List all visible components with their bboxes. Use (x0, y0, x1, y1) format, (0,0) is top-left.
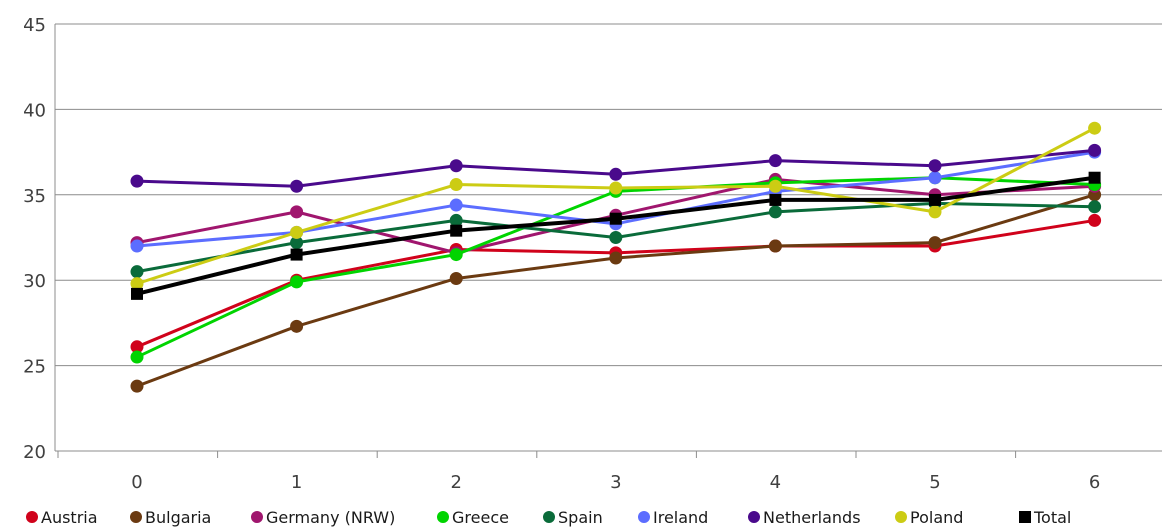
x-tick-label: 2 (450, 472, 461, 493)
data-point (130, 174, 144, 188)
legend-marker (251, 511, 263, 523)
legend-marker (130, 511, 142, 523)
data-point (1088, 200, 1102, 214)
axes (54, 24, 1017, 458)
series-netherlands (130, 143, 1102, 193)
data-point (1088, 121, 1102, 135)
legend-label: Austria (41, 508, 98, 527)
data-point (768, 205, 782, 219)
series-poland (130, 121, 1102, 291)
data-point (609, 167, 623, 181)
legend-marker (26, 511, 38, 523)
data-point (449, 213, 463, 227)
series-bulgaria (130, 188, 1102, 393)
data-point (130, 265, 144, 279)
gridlines (55, 23, 1162, 452)
data-point (290, 275, 304, 289)
data-point (450, 224, 463, 237)
data-point (290, 225, 304, 239)
x-tick-label: 3 (610, 472, 621, 493)
legend-label: Ireland (653, 508, 708, 527)
data-point (928, 171, 942, 185)
data-point (449, 248, 463, 262)
data-point (290, 248, 303, 261)
data-point (290, 205, 304, 219)
data-point (609, 231, 623, 244)
x-tick-label: 0 (131, 472, 142, 493)
data-point (609, 181, 623, 195)
data-point (130, 350, 144, 364)
y-tick-label: 45 (23, 15, 46, 36)
legend-marker (638, 511, 650, 523)
data-point (928, 205, 942, 219)
legend-item: Total (1019, 508, 1071, 527)
legend-item: Greece (437, 508, 509, 527)
legend-item: Austria (26, 508, 98, 527)
x-tick-label: 5 (929, 472, 940, 493)
legend-marker (437, 511, 449, 523)
legend-item: Bulgaria (130, 508, 211, 527)
data-point (768, 154, 782, 168)
data-point (290, 319, 304, 333)
data-point (449, 198, 463, 212)
data-point (130, 239, 144, 253)
data-point (609, 251, 623, 265)
data-point (928, 159, 942, 173)
legend-label: Bulgaria (145, 508, 211, 527)
legend-label: Greece (452, 508, 509, 527)
legend-label: Netherlands (763, 508, 861, 527)
legend-label: Total (1033, 508, 1071, 527)
legend-label: Germany (NRW) (266, 508, 395, 527)
legend-marker (895, 511, 907, 523)
y-tick-label: 40 (23, 100, 46, 121)
x-tick-label: 6 (1089, 472, 1100, 493)
data-point (1088, 171, 1101, 184)
legend-item: Netherlands (748, 508, 861, 527)
x-tick-label: 1 (291, 472, 302, 493)
legend-marker (1019, 511, 1031, 523)
data-point (768, 179, 782, 193)
y-tick-labels: 20 25 30 35 40 45 (23, 15, 46, 463)
legend-marker (748, 511, 760, 523)
legend-item: Spain (543, 508, 603, 527)
legend-item: Germany (NRW) (251, 508, 395, 527)
legend-marker (543, 511, 555, 523)
series-group (130, 121, 1102, 393)
data-point (609, 212, 622, 225)
data-point (290, 236, 304, 250)
y-tick-label: 20 (23, 442, 46, 463)
data-point (1088, 213, 1102, 227)
data-point (449, 159, 463, 173)
data-point (130, 379, 144, 393)
data-point (929, 193, 941, 206)
data-point (768, 239, 782, 253)
legend-item: Poland (895, 508, 963, 527)
x-tick-labels: 0 1 2 3 4 5 6 (131, 472, 1100, 493)
legend-label: Spain (558, 508, 603, 527)
data-point (1088, 143, 1102, 157)
data-point (928, 236, 942, 250)
x-tick-label: 4 (770, 472, 781, 493)
y-tick-label: 35 (23, 186, 46, 207)
data-point (449, 178, 463, 192)
legend: Austria Bulgaria Germany (NRW) Greece Spain I… (26, 508, 1071, 527)
data-point (131, 287, 143, 300)
series-total (131, 171, 1101, 300)
y-tick-label: 25 (23, 357, 46, 378)
data-point (290, 179, 304, 193)
y-tick-label: 30 (23, 271, 46, 292)
data-point (130, 340, 144, 354)
data-point (130, 277, 144, 291)
data-point (769, 193, 782, 206)
legend-label: Poland (910, 508, 963, 527)
legend-item: Ireland (638, 508, 708, 527)
data-point (449, 271, 463, 285)
